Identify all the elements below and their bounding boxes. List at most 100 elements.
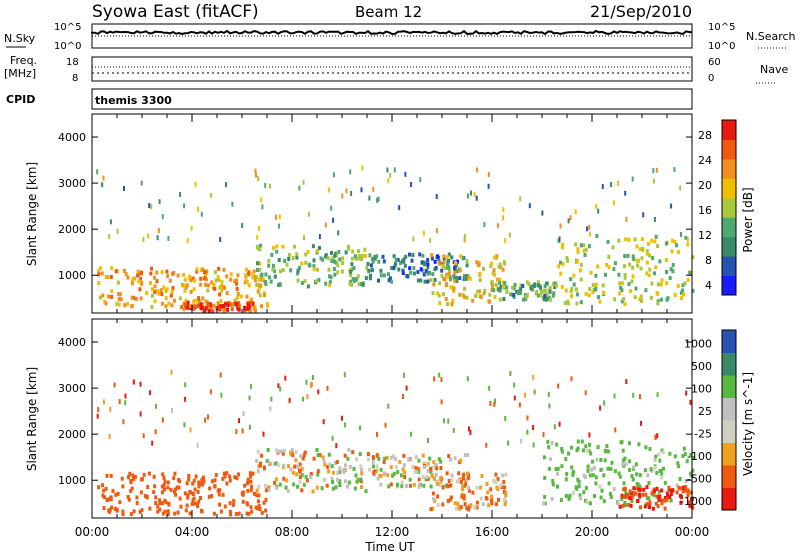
heatmap-cell bbox=[101, 493, 105, 498]
heatmap-cell bbox=[338, 483, 342, 487]
heatmap-cell bbox=[154, 495, 158, 500]
heatmap-cell bbox=[620, 299, 624, 304]
heatmap-cell bbox=[521, 284, 525, 288]
heatmap-cell bbox=[258, 267, 262, 272]
heatmap-cell bbox=[154, 429, 157, 435]
heatmap-cell bbox=[188, 490, 192, 494]
heatmap-cell bbox=[486, 490, 490, 495]
heatmap-cell bbox=[502, 215, 505, 221]
heatmap-cell bbox=[461, 487, 465, 492]
heatmap-cell bbox=[126, 495, 130, 499]
heatmap-cell bbox=[447, 418, 450, 424]
heatmap-cell bbox=[433, 278, 437, 282]
heatmap-cell bbox=[417, 477, 421, 482]
heatmap-cell bbox=[453, 266, 456, 271]
heatmap-cell bbox=[243, 306, 247, 311]
heatmap-cell bbox=[254, 308, 257, 313]
heatmap-cell bbox=[684, 235, 688, 240]
colorbar-swatch bbox=[722, 397, 736, 421]
heatmap-cell bbox=[477, 289, 481, 294]
y-tick-label: 4000 bbox=[58, 336, 86, 349]
heatmap-cell bbox=[110, 266, 114, 271]
heatmap-cell bbox=[252, 491, 256, 496]
heatmap-cell bbox=[166, 512, 170, 516]
heatmap-cell bbox=[603, 400, 606, 406]
heatmap-cell bbox=[116, 491, 120, 496]
heatmap-cell bbox=[309, 475, 313, 479]
heatmap-cell bbox=[636, 263, 640, 268]
heatmap-cell bbox=[172, 476, 176, 481]
heatmap-cell bbox=[222, 267, 226, 272]
heatmap-cell bbox=[394, 456, 397, 461]
heatmap-cell bbox=[192, 287, 196, 292]
heatmap-cell bbox=[589, 231, 592, 237]
heatmap-cell bbox=[416, 270, 420, 274]
heatmap-cell bbox=[247, 304, 251, 309]
heatmap-cell bbox=[129, 488, 133, 493]
heatmap-cell bbox=[417, 458, 421, 463]
heatmap-cell bbox=[131, 276, 135, 281]
heatmap-cell bbox=[525, 294, 529, 299]
heatmap-cell bbox=[426, 469, 430, 474]
heatmap-cell bbox=[99, 266, 102, 271]
heatmap-cell bbox=[325, 483, 329, 488]
heatmap-cell bbox=[417, 467, 421, 472]
heatmap-cell bbox=[544, 288, 548, 293]
heatmap-cell bbox=[666, 296, 670, 301]
heatmap-cell bbox=[475, 195, 478, 201]
heatmap-cell bbox=[662, 498, 665, 503]
heatmap-cell bbox=[421, 253, 425, 258]
heatmap-cell bbox=[613, 261, 617, 266]
heatmap-cell bbox=[548, 403, 551, 409]
heatmap-cell bbox=[575, 292, 579, 297]
heatmap-cell bbox=[262, 465, 266, 470]
heatmap-cell bbox=[612, 200, 615, 206]
heatmap-cell bbox=[216, 275, 220, 279]
heatmap-cell bbox=[255, 493, 259, 498]
heatmap-cell bbox=[602, 473, 606, 478]
heatmap-cell bbox=[235, 286, 239, 291]
heatmap-cell bbox=[678, 477, 682, 481]
heatmap-cell bbox=[253, 278, 257, 283]
heatmap-cell bbox=[430, 256, 434, 261]
heatmap-cell bbox=[96, 169, 99, 175]
heatmap-cell bbox=[409, 270, 413, 275]
heatmap-cell bbox=[604, 449, 608, 454]
heatmap-cell bbox=[187, 477, 191, 482]
heatmap-cell bbox=[663, 498, 667, 503]
heatmap-cell bbox=[471, 298, 475, 303]
heatmap-cell bbox=[229, 277, 233, 282]
heatmap-cell bbox=[602, 499, 606, 504]
heatmap-cell bbox=[345, 484, 349, 489]
heatmap-cell bbox=[543, 293, 547, 298]
heatmap-cell bbox=[628, 496, 632, 501]
heatmap-cell bbox=[439, 459, 443, 464]
heatmap-cell bbox=[304, 475, 308, 479]
heatmap-cell bbox=[648, 500, 652, 505]
heatmap-cell bbox=[655, 486, 659, 491]
heatmap-cell bbox=[503, 497, 506, 502]
heatmap-cell bbox=[542, 432, 545, 438]
heatmap-cell bbox=[658, 259, 662, 264]
heatmap-cell bbox=[117, 292, 121, 297]
heatmap-cell bbox=[350, 282, 353, 287]
heatmap-cell bbox=[681, 288, 685, 293]
heatmap-cell bbox=[543, 284, 547, 289]
heatmap-cell bbox=[303, 235, 305, 241]
heatmap-cell bbox=[467, 507, 471, 512]
heatmap-cell bbox=[327, 452, 331, 457]
heatmap-cell bbox=[375, 469, 378, 473]
heatmap-cell bbox=[265, 459, 269, 463]
heatmap-cell bbox=[304, 260, 308, 265]
heatmap-cell bbox=[171, 286, 175, 291]
heatmap-cell bbox=[270, 396, 273, 402]
heatmap-cell bbox=[336, 470, 340, 475]
x-tick-label: 12:00 bbox=[375, 525, 410, 539]
heatmap-cell bbox=[643, 504, 647, 509]
heatmap-cell bbox=[398, 205, 401, 211]
heatmap-cell bbox=[130, 486, 134, 491]
heatmap-cell bbox=[449, 483, 453, 488]
heatmap-cell bbox=[338, 466, 342, 471]
heatmap-cell bbox=[249, 309, 253, 314]
nsearch-tick-low: 10^0 bbox=[708, 41, 735, 52]
